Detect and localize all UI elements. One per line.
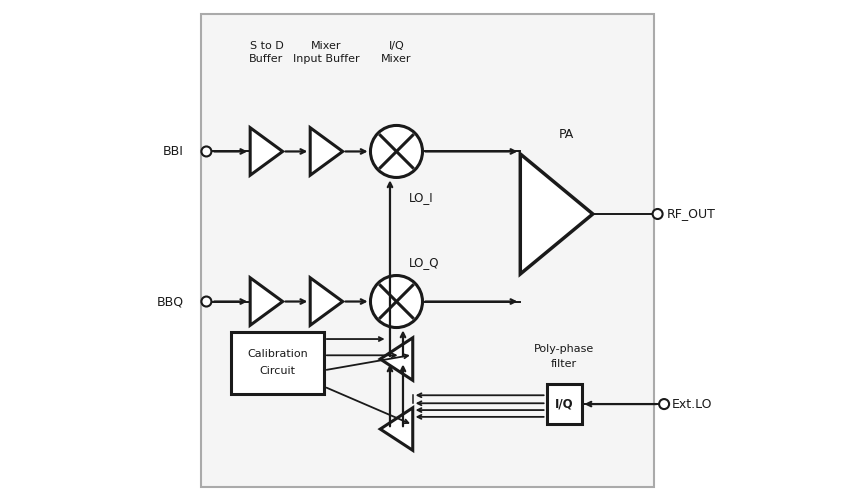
Circle shape [202, 297, 211, 306]
Text: Mixer: Mixer [381, 54, 412, 64]
Circle shape [202, 146, 211, 156]
Text: filter: filter [551, 359, 577, 369]
Polygon shape [251, 128, 282, 175]
Polygon shape [380, 408, 413, 450]
Text: LO_I: LO_I [409, 191, 433, 204]
Text: Circuit: Circuit [260, 366, 296, 376]
Text: LO_Q: LO_Q [409, 257, 439, 270]
Text: BBQ: BBQ [157, 295, 184, 308]
Text: Input Buffer: Input Buffer [293, 54, 360, 64]
Circle shape [371, 125, 422, 178]
Polygon shape [251, 278, 282, 325]
FancyBboxPatch shape [547, 384, 582, 424]
Polygon shape [380, 338, 413, 380]
Text: I/Q: I/Q [389, 41, 404, 51]
Text: Buffer: Buffer [250, 54, 283, 64]
Polygon shape [311, 278, 342, 325]
Circle shape [659, 399, 669, 409]
Text: RF_OUT: RF_OUT [667, 207, 716, 220]
Polygon shape [520, 154, 593, 274]
Circle shape [371, 276, 422, 327]
Text: S to D: S to D [250, 41, 283, 51]
Text: Mixer: Mixer [311, 41, 341, 51]
Text: Calibration: Calibration [247, 349, 308, 359]
Text: Ext.LO: Ext.LO [672, 397, 712, 410]
Circle shape [653, 209, 662, 219]
Text: PA: PA [559, 128, 574, 141]
Text: BBI: BBI [163, 145, 184, 158]
FancyBboxPatch shape [202, 14, 654, 486]
Text: I/Q: I/Q [555, 397, 573, 410]
Polygon shape [311, 128, 342, 175]
Text: Poly-phase: Poly-phase [534, 344, 595, 354]
FancyBboxPatch shape [232, 331, 324, 394]
